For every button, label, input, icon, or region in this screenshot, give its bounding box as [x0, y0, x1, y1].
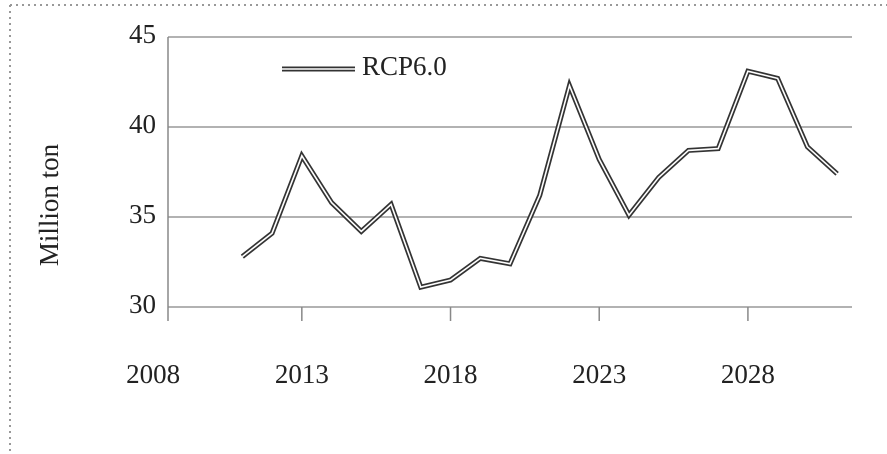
- y-tick-label: 40: [129, 109, 156, 139]
- x-tick-label: 2028: [721, 359, 775, 389]
- x-tick-label: 2018: [424, 359, 478, 389]
- x-tick-label: 2008: [126, 359, 180, 389]
- line-inner: [241, 70, 838, 289]
- y-axis-label: Million ton: [34, 143, 64, 266]
- y-tick-label: 30: [129, 289, 156, 319]
- y-tick-label: 35: [129, 199, 156, 229]
- line-outline: [240, 68, 839, 291]
- y-tick-label: 45: [129, 19, 156, 49]
- x-tick-label: 2013: [275, 359, 329, 389]
- legend-label: RCP6.0: [362, 51, 447, 81]
- x-tick-label: 2023: [572, 359, 626, 389]
